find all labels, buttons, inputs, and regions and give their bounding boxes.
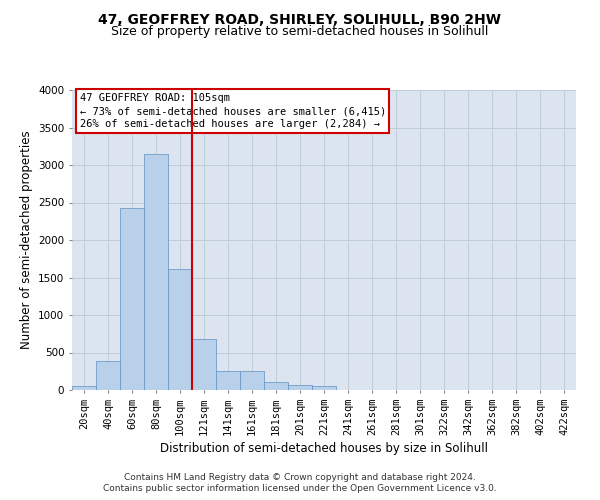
- Bar: [96, 361, 120, 390]
- Bar: [216, 370, 240, 390]
- Bar: [312, 386, 336, 390]
- Text: Size of property relative to semi-detached houses in Solihull: Size of property relative to semi-detach…: [112, 25, 488, 38]
- Bar: [288, 385, 312, 390]
- X-axis label: Distribution of semi-detached houses by size in Solihull: Distribution of semi-detached houses by …: [160, 442, 488, 455]
- Bar: [240, 370, 264, 390]
- Bar: [120, 208, 144, 390]
- Text: 47, GEOFFREY ROAD, SHIRLEY, SOLIHULL, B90 2HW: 47, GEOFFREY ROAD, SHIRLEY, SOLIHULL, B9…: [98, 12, 502, 26]
- Text: Contains public sector information licensed under the Open Government Licence v3: Contains public sector information licen…: [103, 484, 497, 493]
- Text: Contains HM Land Registry data © Crown copyright and database right 2024.: Contains HM Land Registry data © Crown c…: [124, 472, 476, 482]
- Bar: [168, 268, 192, 390]
- Text: 47 GEOFFREY ROAD: 105sqm
← 73% of semi-detached houses are smaller (6,415)
26% o: 47 GEOFFREY ROAD: 105sqm ← 73% of semi-d…: [80, 93, 386, 130]
- Bar: [144, 154, 168, 390]
- Bar: [192, 339, 216, 390]
- Bar: [264, 382, 288, 390]
- Bar: [72, 386, 96, 390]
- Y-axis label: Number of semi-detached properties: Number of semi-detached properties: [20, 130, 32, 350]
